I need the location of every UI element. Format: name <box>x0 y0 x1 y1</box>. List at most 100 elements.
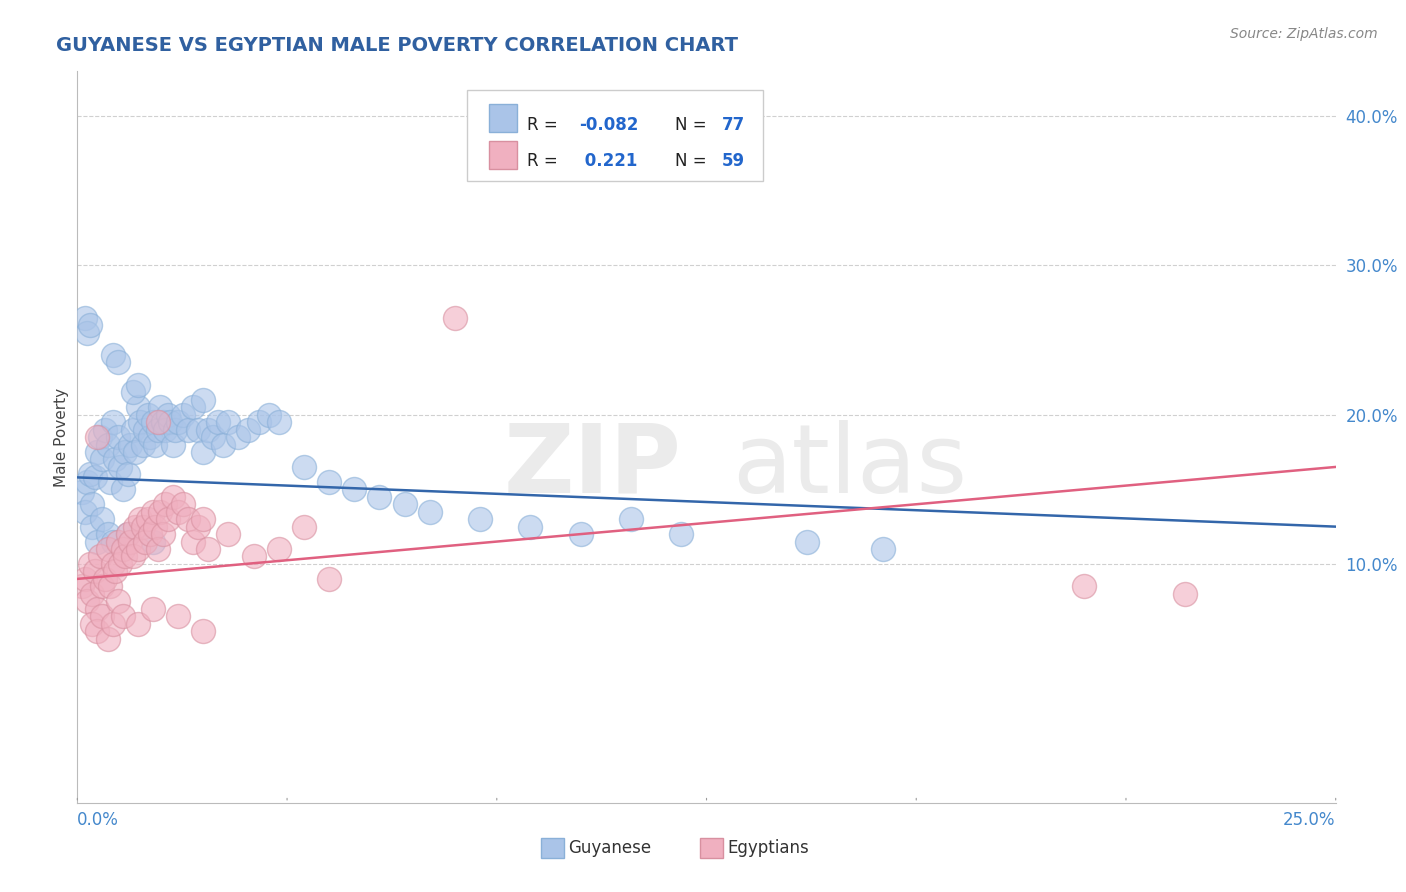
Point <box>143 437 166 451</box>
Point <box>89 549 111 564</box>
Point <box>162 437 184 451</box>
Point <box>146 542 169 557</box>
Point <box>82 497 104 511</box>
Text: -0.082: -0.082 <box>579 116 638 134</box>
Point <box>89 430 111 444</box>
Point <box>146 415 169 429</box>
Point <box>127 401 149 415</box>
Point <box>181 401 204 415</box>
Point <box>165 423 187 437</box>
Point <box>136 408 159 422</box>
Text: R =: R = <box>527 116 562 134</box>
Point <box>1073 579 1095 593</box>
Text: atlas: atlas <box>731 420 967 513</box>
Point <box>468 512 491 526</box>
Point <box>172 497 194 511</box>
Point <box>187 519 209 533</box>
Text: Guyanese: Guyanese <box>568 839 651 857</box>
Point <box>91 452 114 467</box>
Point <box>143 519 166 533</box>
Point <box>98 579 121 593</box>
Point <box>177 512 200 526</box>
Point <box>191 624 215 639</box>
Point <box>181 534 204 549</box>
Point <box>121 385 143 400</box>
Point <box>76 594 98 608</box>
Point <box>84 565 107 579</box>
Point <box>569 527 592 541</box>
Point <box>167 609 190 624</box>
Point <box>136 512 159 526</box>
Point <box>111 542 134 557</box>
Point <box>197 542 219 557</box>
Point <box>444 310 467 325</box>
Y-axis label: Male Poverty: Male Poverty <box>53 387 69 487</box>
Point <box>94 572 117 586</box>
Point <box>187 423 209 437</box>
Point <box>228 430 250 444</box>
Point <box>238 423 260 437</box>
Point <box>267 415 290 429</box>
Point <box>111 483 134 497</box>
Point <box>117 527 139 541</box>
Point <box>120 534 142 549</box>
Point <box>108 459 131 474</box>
Point <box>149 401 172 415</box>
Point <box>101 557 124 571</box>
Point <box>86 445 108 459</box>
Point <box>292 459 315 474</box>
Point <box>91 609 114 624</box>
Point <box>104 452 127 467</box>
Point <box>96 527 118 541</box>
Text: 77: 77 <box>721 116 745 134</box>
Point <box>94 423 117 437</box>
Point <box>167 415 190 429</box>
Text: ZIP: ZIP <box>503 420 682 513</box>
Point <box>107 430 129 444</box>
Point <box>212 437 235 451</box>
Point <box>796 534 818 549</box>
Point <box>107 594 129 608</box>
Point <box>155 497 177 511</box>
Point <box>111 609 134 624</box>
Point <box>167 505 190 519</box>
Point <box>73 572 96 586</box>
Point <box>247 415 270 429</box>
Point <box>142 601 165 615</box>
Point <box>142 505 165 519</box>
Point <box>156 408 179 422</box>
Point <box>159 415 181 429</box>
Point <box>86 430 108 444</box>
Point <box>82 587 104 601</box>
Point <box>124 445 146 459</box>
Point <box>129 512 152 526</box>
Point <box>132 519 155 533</box>
Point <box>162 490 184 504</box>
Point <box>139 430 162 444</box>
Point <box>101 348 124 362</box>
Point <box>172 408 194 422</box>
Point <box>121 423 143 437</box>
Point <box>197 423 219 437</box>
Point <box>91 579 114 593</box>
Text: N =: N = <box>675 153 711 170</box>
Text: R =: R = <box>527 153 562 170</box>
Point <box>318 475 340 489</box>
Point <box>73 310 96 325</box>
Point <box>127 542 149 557</box>
Point <box>872 542 894 557</box>
Point <box>79 467 101 482</box>
Point <box>73 505 96 519</box>
Point <box>620 512 643 526</box>
Point <box>76 475 98 489</box>
Point <box>107 534 129 549</box>
Point <box>156 512 179 526</box>
Point <box>72 579 94 593</box>
Point <box>368 490 391 504</box>
Point <box>96 542 118 557</box>
Point <box>107 355 129 369</box>
Point <box>152 527 174 541</box>
Text: 25.0%: 25.0% <box>1284 811 1336 830</box>
Text: 59: 59 <box>721 153 745 170</box>
Point <box>114 549 136 564</box>
